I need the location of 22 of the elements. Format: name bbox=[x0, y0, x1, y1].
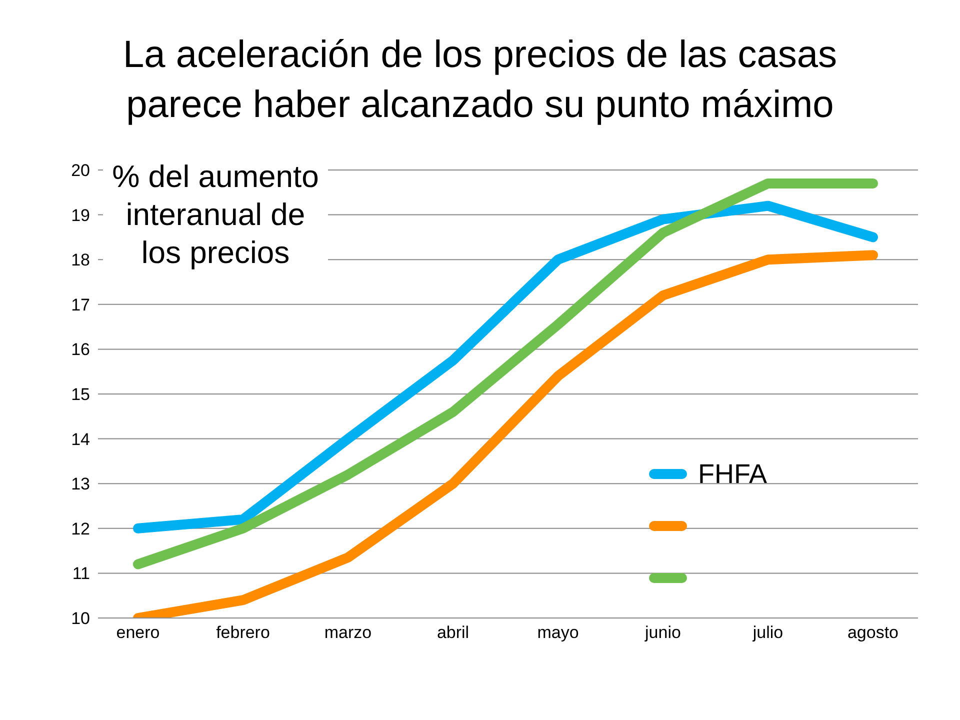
y-tick-label: 20 bbox=[71, 161, 90, 180]
y-axis-title: % del aumento interanual de los precios bbox=[103, 158, 328, 272]
x-tick-label: mayo bbox=[537, 623, 579, 642]
x-tick-label: enero bbox=[116, 623, 160, 642]
y-tick-label: 10 bbox=[71, 609, 90, 628]
x-tick-label: febrero bbox=[216, 623, 270, 642]
x-tick-label: agosto bbox=[847, 623, 899, 642]
x-tick-label: abril bbox=[436, 623, 470, 642]
chart-title: La aceleración de los precios de las casas parece haber alcanzado su punto máximo bbox=[122, 33, 838, 128]
y-tick-label: 12 bbox=[71, 519, 90, 538]
y-tick-label: 15 bbox=[71, 385, 90, 404]
y-tick-label: 19 bbox=[71, 206, 90, 225]
x-tick-label: julio bbox=[752, 623, 784, 642]
x-tick-label: junio bbox=[644, 623, 681, 642]
x-tick-label: marzo bbox=[324, 623, 372, 642]
y-tick-label: 14 bbox=[71, 430, 90, 449]
y-tick-label: 13 bbox=[71, 474, 90, 494]
y-tick-label: 11 bbox=[72, 564, 90, 584]
y-tick-label: 17 bbox=[71, 295, 90, 314]
y-tick-label: 18 bbox=[71, 250, 90, 270]
y-tick-label: 16 bbox=[71, 340, 90, 360]
legend-label: FHFA bbox=[698, 458, 768, 490]
